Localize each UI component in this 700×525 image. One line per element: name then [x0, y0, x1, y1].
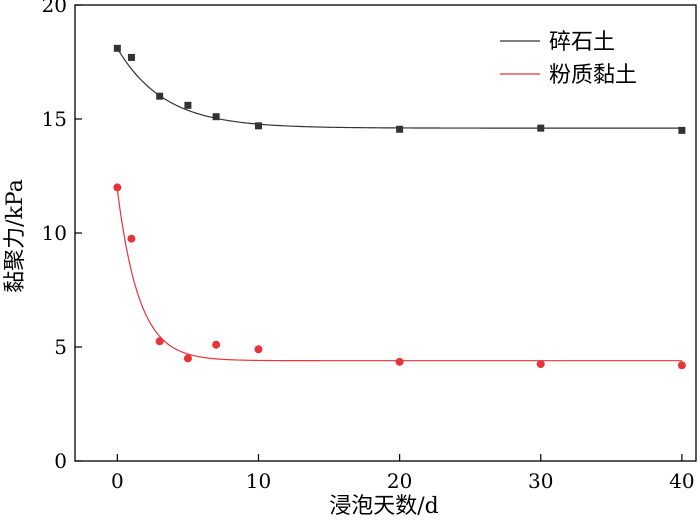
- data-point: [127, 53, 135, 61]
- data-point: [536, 360, 545, 369]
- y-tick-label: 15: [42, 107, 67, 131]
- y-axis-label: 黏聚力/kPa: [3, 179, 28, 293]
- x-tick-label: 30: [528, 469, 553, 493]
- x-tick-label: 20: [387, 469, 412, 493]
- tick-marks: [75, 4, 683, 462]
- data-point: [212, 340, 221, 349]
- tick-labels: 0 10 20 30 40 0 5 10 15 20: [42, 0, 695, 493]
- data-point: [155, 337, 164, 346]
- data-point: [537, 124, 545, 132]
- x-axis-label: 浸泡天数/d: [329, 494, 439, 519]
- y-tick-label: 10: [42, 221, 67, 245]
- data-point: [396, 125, 404, 133]
- data-point: [113, 183, 122, 192]
- data-point: [113, 44, 121, 52]
- data-point: [678, 126, 686, 134]
- fit-line: [116, 189, 682, 362]
- data-point: [254, 122, 262, 130]
- data-point: [127, 234, 136, 243]
- data-point: [183, 354, 192, 363]
- data-point: [677, 361, 686, 370]
- fit-lines: [116, 48, 682, 362]
- data-point: [254, 345, 263, 354]
- y-tick-label: 5: [54, 335, 67, 359]
- x-tick-label: 0: [111, 469, 124, 493]
- data-point: [395, 357, 404, 366]
- fit-line: [116, 48, 682, 129]
- data-points: [113, 44, 686, 370]
- legend-label: 粉质黏土: [549, 63, 637, 88]
- x-tick-label: 40: [669, 469, 694, 493]
- legend-label: 碎石土: [549, 30, 615, 55]
- data-point: [184, 101, 192, 109]
- data-point: [156, 92, 164, 100]
- y-tick-label: 20: [42, 0, 67, 17]
- data-point: [212, 113, 220, 121]
- x-tick-label: 10: [246, 469, 271, 493]
- y-tick-label: 0: [54, 449, 67, 473]
